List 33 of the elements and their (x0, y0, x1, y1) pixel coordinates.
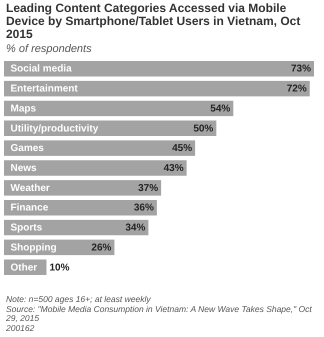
y-tick-label: News (10, 163, 38, 174)
y-tick-label: Maps (10, 103, 36, 114)
y-tick-label: Games (10, 143, 44, 154)
data-label: 54% (210, 103, 230, 114)
bar (4, 60, 314, 76)
data-label: 37% (138, 182, 158, 194)
data-label: 50% (193, 123, 214, 134)
data-label: 26% (91, 242, 112, 254)
bar (4, 200, 157, 216)
y-tick-label: Sports (10, 222, 43, 234)
bar (4, 100, 234, 116)
data-label: 73% (290, 64, 312, 75)
data-label: 10% (49, 262, 70, 274)
bar (4, 140, 196, 156)
data-label: 45% (172, 143, 192, 154)
y-tick-label: Social media (10, 64, 72, 75)
data-label: 72% (286, 84, 307, 95)
data-label: 34% (125, 222, 146, 234)
y-tick-label: Weather (10, 182, 50, 194)
source-note: Source: "Mobile Media Consumption in Vietnam: A New Wave Takes Shape," Oct 29, 2015 (6, 304, 313, 324)
data-label: 43% (164, 163, 184, 174)
chart-subtitle: % of respondents (5, 42, 93, 55)
y-tick-label: Finance (10, 202, 49, 214)
text: Note: n=500 ages 16+; at least weekly (6, 294, 152, 304)
bar (4, 220, 148, 236)
data-label: 36% (134, 202, 154, 214)
y-tick-label: Other (10, 262, 38, 274)
y-tick-label: Shopping (10, 242, 57, 254)
chart-title: Leading Content Categories Accessed via Mobile Device by Smartphone/Tablet Users in Vietnam, Oct 2015 (5, 0, 302, 41)
text: 200162 (6, 322, 36, 333)
bar (4, 80, 310, 96)
y-tick-label: Entertainment (10, 84, 78, 95)
y-tick-label: Utility/productivity (10, 123, 99, 134)
